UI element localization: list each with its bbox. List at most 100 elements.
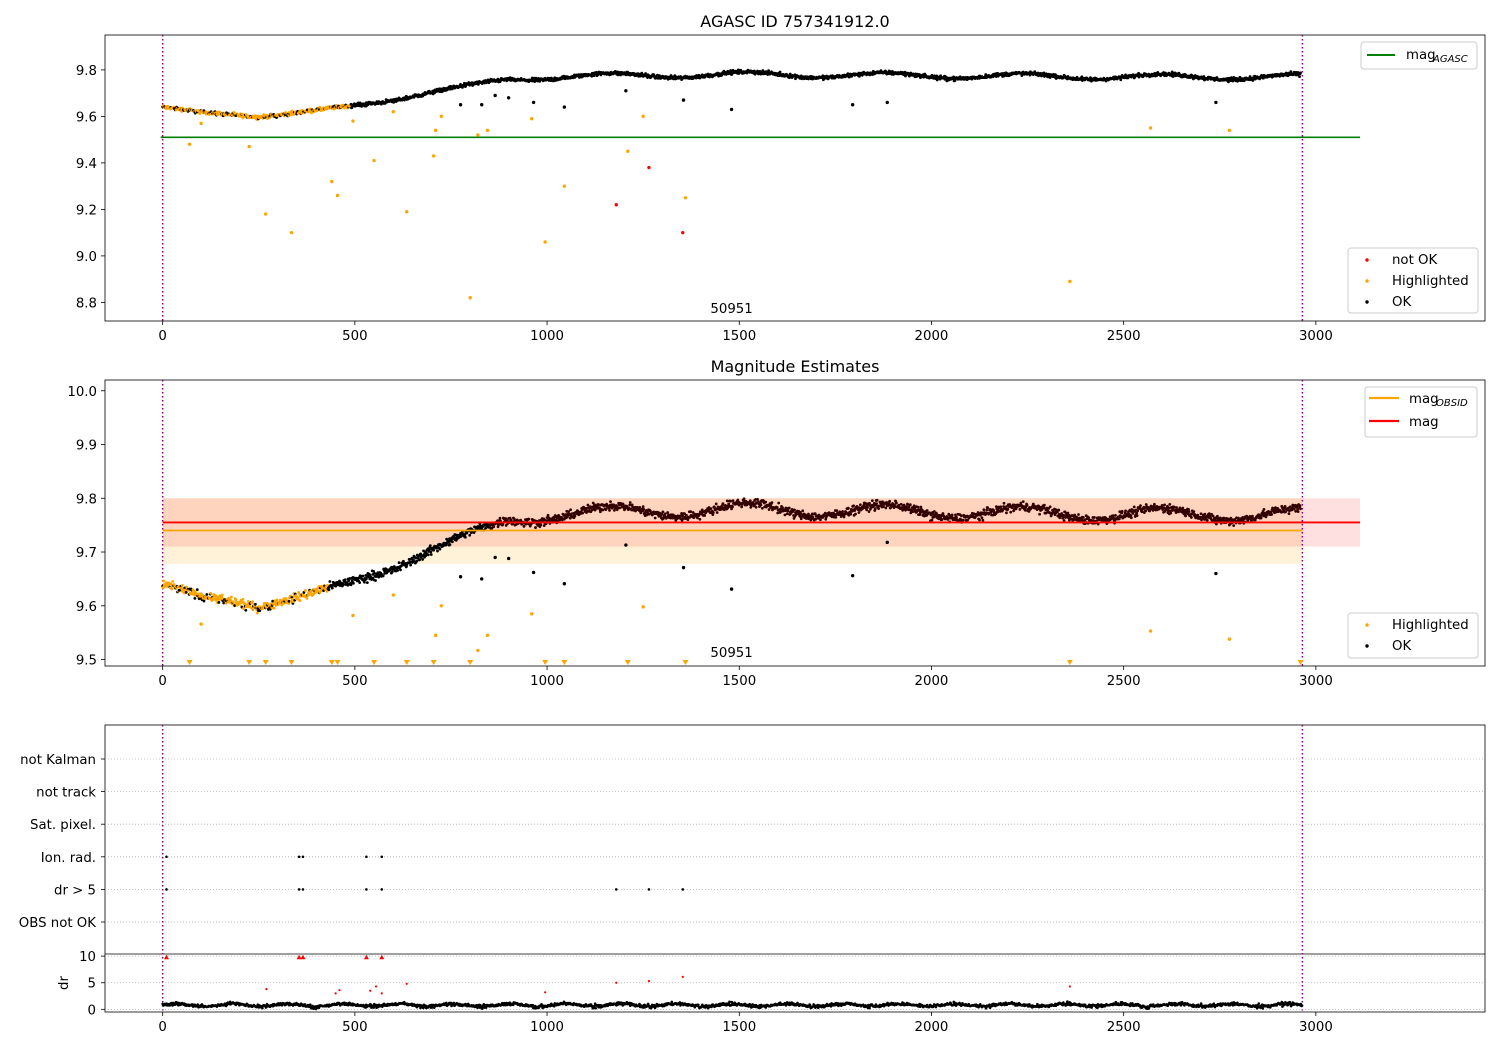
panel-magnitude-trend-point — [1091, 519, 1095, 522]
panel-magnitude-trend-point — [641, 505, 645, 509]
panel-agasc-ytick-label: 9.6 — [76, 110, 97, 125]
flag-row-label: not Kalman — [20, 753, 96, 768]
panel-magnitude-point — [493, 555, 497, 560]
panel-magnitude-trend-point — [217, 601, 221, 604]
panel-magnitude-trend-point — [736, 498, 740, 502]
panel-magnitude-trend-point — [448, 543, 452, 547]
panel-magnitude-point — [458, 575, 463, 579]
panel-magnitude-ytick-label: 9.5 — [76, 654, 97, 669]
panel-magnitude-trend-point — [251, 608, 255, 612]
flag-point — [380, 888, 384, 891]
panel-magnitude-xtick-label: 3000 — [1299, 674, 1333, 689]
panel-magnitude-trend-point — [1112, 516, 1115, 520]
panel-magnitude-title: Magnitude Estimates — [711, 357, 880, 376]
panel-magnitude-trend-point — [1292, 507, 1296, 511]
panel-magnitude-trend-point — [908, 503, 912, 507]
panel-magnitude-trend-point — [882, 505, 885, 508]
panel-magnitude-clipped-marker — [328, 660, 335, 665]
panel-magnitude-trend-point — [932, 510, 936, 513]
panel-agasc-point — [850, 103, 855, 107]
panel-magnitude-top-legend — [1364, 386, 1478, 438]
panel-magnitude-trend-point — [193, 596, 197, 600]
panel-agasc-trend-point — [1227, 80, 1230, 84]
panel-magnitude-trend-point — [1120, 509, 1124, 513]
panel-magnitude-clipped-marker — [561, 660, 568, 665]
panel-magnitude-trend-point — [982, 508, 986, 511]
panel-magnitude-trend-point — [1005, 511, 1008, 515]
flag-point — [365, 855, 368, 859]
panel-agasc-point — [247, 144, 251, 149]
panel-magnitude-trend-point — [409, 563, 412, 567]
panel-agasc-point — [431, 154, 436, 158]
panel-magnitude-clipped-marker — [1066, 660, 1073, 665]
panel-flags-xtick-label: 1000 — [530, 1020, 564, 1035]
panel-magnitude-trend-point — [1025, 503, 1029, 507]
panel-agasc-point — [614, 203, 618, 207]
panel-agasc-xtick-label: 2000 — [915, 329, 949, 344]
panel-magnitude-trend-point — [229, 595, 233, 599]
panel-magnitude-trend-point — [244, 608, 248, 612]
panel-magnitude-trend-point — [776, 511, 780, 515]
panel-magnitude-trend-point — [711, 511, 715, 515]
panel-agasc-trend-point — [592, 74, 596, 78]
panel-magnitude-trend-point — [231, 600, 235, 604]
panel-magnitude-trend-point — [377, 575, 381, 579]
panel-magnitude-trend-point — [1031, 502, 1035, 506]
panel-magnitude-trend-point — [683, 512, 686, 516]
panel-magnitude-clipped-marker — [430, 660, 437, 665]
panel-magnitude-trend-point — [1284, 510, 1287, 514]
panel-magnitude-trend-point — [873, 507, 877, 511]
flag-row-label: not track — [36, 786, 96, 801]
panel-magnitude-xtick-label: 500 — [342, 674, 367, 689]
panel-magnitude-trend-point — [368, 573, 372, 577]
panel-magnitude-trend-point — [770, 501, 774, 505]
panel-magnitude-point — [351, 613, 355, 618]
panel-magnitude-trend-point — [865, 508, 868, 512]
panel-magnitude-trend-point — [681, 514, 684, 518]
panel-agasc-point — [885, 100, 889, 105]
panel-magnitude-trend-point — [1192, 510, 1196, 514]
panel-agasc-legend-marker — [1365, 300, 1369, 304]
panel-magnitude-trend-point — [875, 498, 879, 502]
panel-magnitude-trend-point — [1114, 513, 1117, 517]
panel-magnitude-trend-point — [1172, 505, 1176, 509]
panel-magnitude-trend-point — [749, 505, 753, 509]
panel-agasc-point — [493, 93, 497, 98]
panel-agasc-legend-label: not OK — [1392, 253, 1437, 268]
flag-row-label: Ion. rad. — [41, 851, 96, 866]
panel-agasc-point — [647, 165, 651, 170]
panel-agasc-point — [624, 89, 628, 93]
panel-magnitude-trend-point — [1023, 508, 1027, 512]
panel-magnitude-clipped-marker — [542, 660, 549, 665]
panel-magnitude-trend-point — [867, 510, 871, 513]
panel-agasc-point — [562, 184, 567, 188]
panel-agasc-trend-point — [1298, 75, 1301, 79]
panel-magnitude-trend-point — [1170, 509, 1174, 512]
panel-magnitude-trend-point — [1296, 507, 1300, 511]
panel-agasc-point — [330, 179, 334, 184]
panel-magnitude-trend-point — [754, 505, 758, 509]
panel-magnitude-trend-point — [777, 501, 781, 505]
panel-magnitude-trend-point — [396, 568, 400, 572]
panel-magnitude-trend-point — [415, 559, 419, 563]
panel-magnitude-trend-point — [1215, 514, 1219, 518]
panel-magnitude-trend-point — [1144, 503, 1148, 506]
flag-row-label: dr > 5 — [54, 883, 96, 898]
panel-agasc-point — [681, 98, 686, 102]
panel-magnitude-clipped-marker — [371, 660, 378, 665]
panel-magnitude-trend-point — [781, 506, 784, 510]
panel-magnitude-trend-point — [709, 507, 713, 511]
panel-magnitude-trend-point — [1144, 509, 1148, 513]
panel-magnitude-trend-point — [1203, 512, 1207, 516]
panel-magnitude-trend-point — [1232, 524, 1236, 528]
panel-agasc-trend-point — [1238, 75, 1242, 79]
panel-magnitude-trend-point — [374, 579, 377, 582]
panel-magnitude-trend-point — [742, 497, 746, 501]
panel-magnitude-legend-label: Highlighted — [1392, 618, 1469, 633]
panel-magnitude-point — [850, 573, 855, 578]
panel-agasc-trend-point — [1299, 71, 1302, 75]
panel-magnitude-trend-point — [748, 499, 752, 503]
panel-magnitude-clipped-marker — [624, 660, 631, 665]
panel-magnitude-trend-point — [756, 497, 759, 501]
